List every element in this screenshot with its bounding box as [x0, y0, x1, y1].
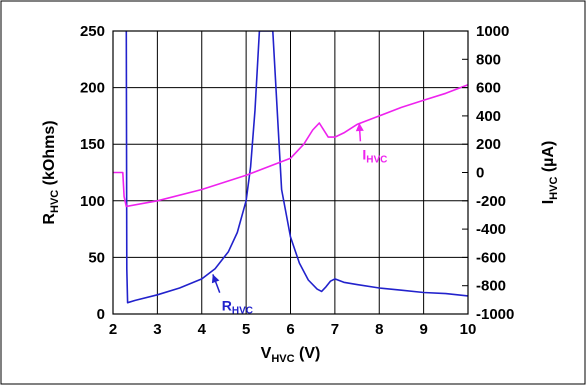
- series-layer: [113, 31, 468, 304]
- x-tick-label: 7: [331, 321, 339, 338]
- annotation-arrowhead-r-hvc: [211, 274, 220, 284]
- annotation-label-i-hvc: IHVC: [362, 146, 387, 165]
- y-right-tick-label: -400: [476, 221, 506, 238]
- y-right-tick-label: 800: [476, 51, 501, 68]
- y-right-tick-label: -1000: [476, 306, 514, 323]
- x-tick-label: 5: [242, 321, 250, 338]
- y-left-axis-label: RHVC (kOhms): [41, 120, 61, 224]
- x-tick-label: 8: [375, 321, 383, 338]
- annotation-label-sub: HVC: [232, 306, 253, 317]
- x-tick-label: 9: [419, 321, 427, 338]
- annotation-arrowhead-i-hvc: [355, 123, 364, 132]
- x-axis-label-unit: (V): [295, 345, 321, 362]
- y-right-axis-label-unit: (µA): [540, 141, 557, 177]
- annotation-label-sub: HVC: [366, 154, 387, 165]
- y-left-tick-label: 200: [80, 80, 105, 97]
- y-left-tick-label: 250: [80, 23, 105, 40]
- y-right-tick-label: 400: [476, 108, 501, 125]
- x-axis-label: VHVC (V): [261, 345, 321, 365]
- x-axis-label-main: V: [261, 345, 272, 362]
- x-tick-label: 6: [286, 321, 294, 338]
- x-axis-label-sub: HVC: [271, 353, 294, 365]
- tick-layer: 2 3 4 5 6 7 8 9 10050100150200250-1000-800-600-4…: [80, 23, 514, 338]
- x-tick-label: 10: [460, 321, 477, 338]
- x-tick-label: 3: [153, 321, 161, 338]
- annotation-label-main: R: [222, 298, 232, 314]
- y-right-tick-label: 1000: [476, 23, 509, 40]
- grid-layer: [113, 31, 468, 314]
- y-right-tick-label: -200: [476, 193, 506, 210]
- x-tick-label: 2: [109, 321, 117, 338]
- y-right-tick-label: -600: [476, 249, 506, 266]
- y-left-tick-label: 100: [80, 193, 105, 210]
- series-line-i-hvc: [113, 84, 468, 208]
- y-left-tick-label: 150: [80, 136, 105, 153]
- series-line-r-hvc: [125, 31, 468, 304]
- y-left-tick-label: 50: [88, 249, 105, 266]
- y-right-axis-label-sub: HVC: [548, 177, 560, 200]
- y-left-axis-label-sub: HVC: [49, 190, 61, 213]
- y-right-tick-label: 600: [476, 80, 501, 97]
- y-right-axis-label-main: I: [540, 200, 557, 204]
- annotation-label-r-hvc: RHVC: [222, 298, 253, 317]
- y-left-axis-label-unit: (kOhms): [41, 120, 58, 189]
- y-left-axis-label-main: R: [41, 213, 58, 225]
- y-right-tick-label: 0: [476, 165, 484, 182]
- x-tick-label: 4: [198, 321, 207, 338]
- y-right-axis-label: IHVC (µA): [540, 141, 560, 205]
- annotation-label-main: I: [362, 146, 366, 162]
- y-right-tick-label: 200: [476, 136, 501, 153]
- y-left-tick-label: 0: [97, 306, 105, 323]
- y-right-tick-label: -800: [476, 278, 506, 295]
